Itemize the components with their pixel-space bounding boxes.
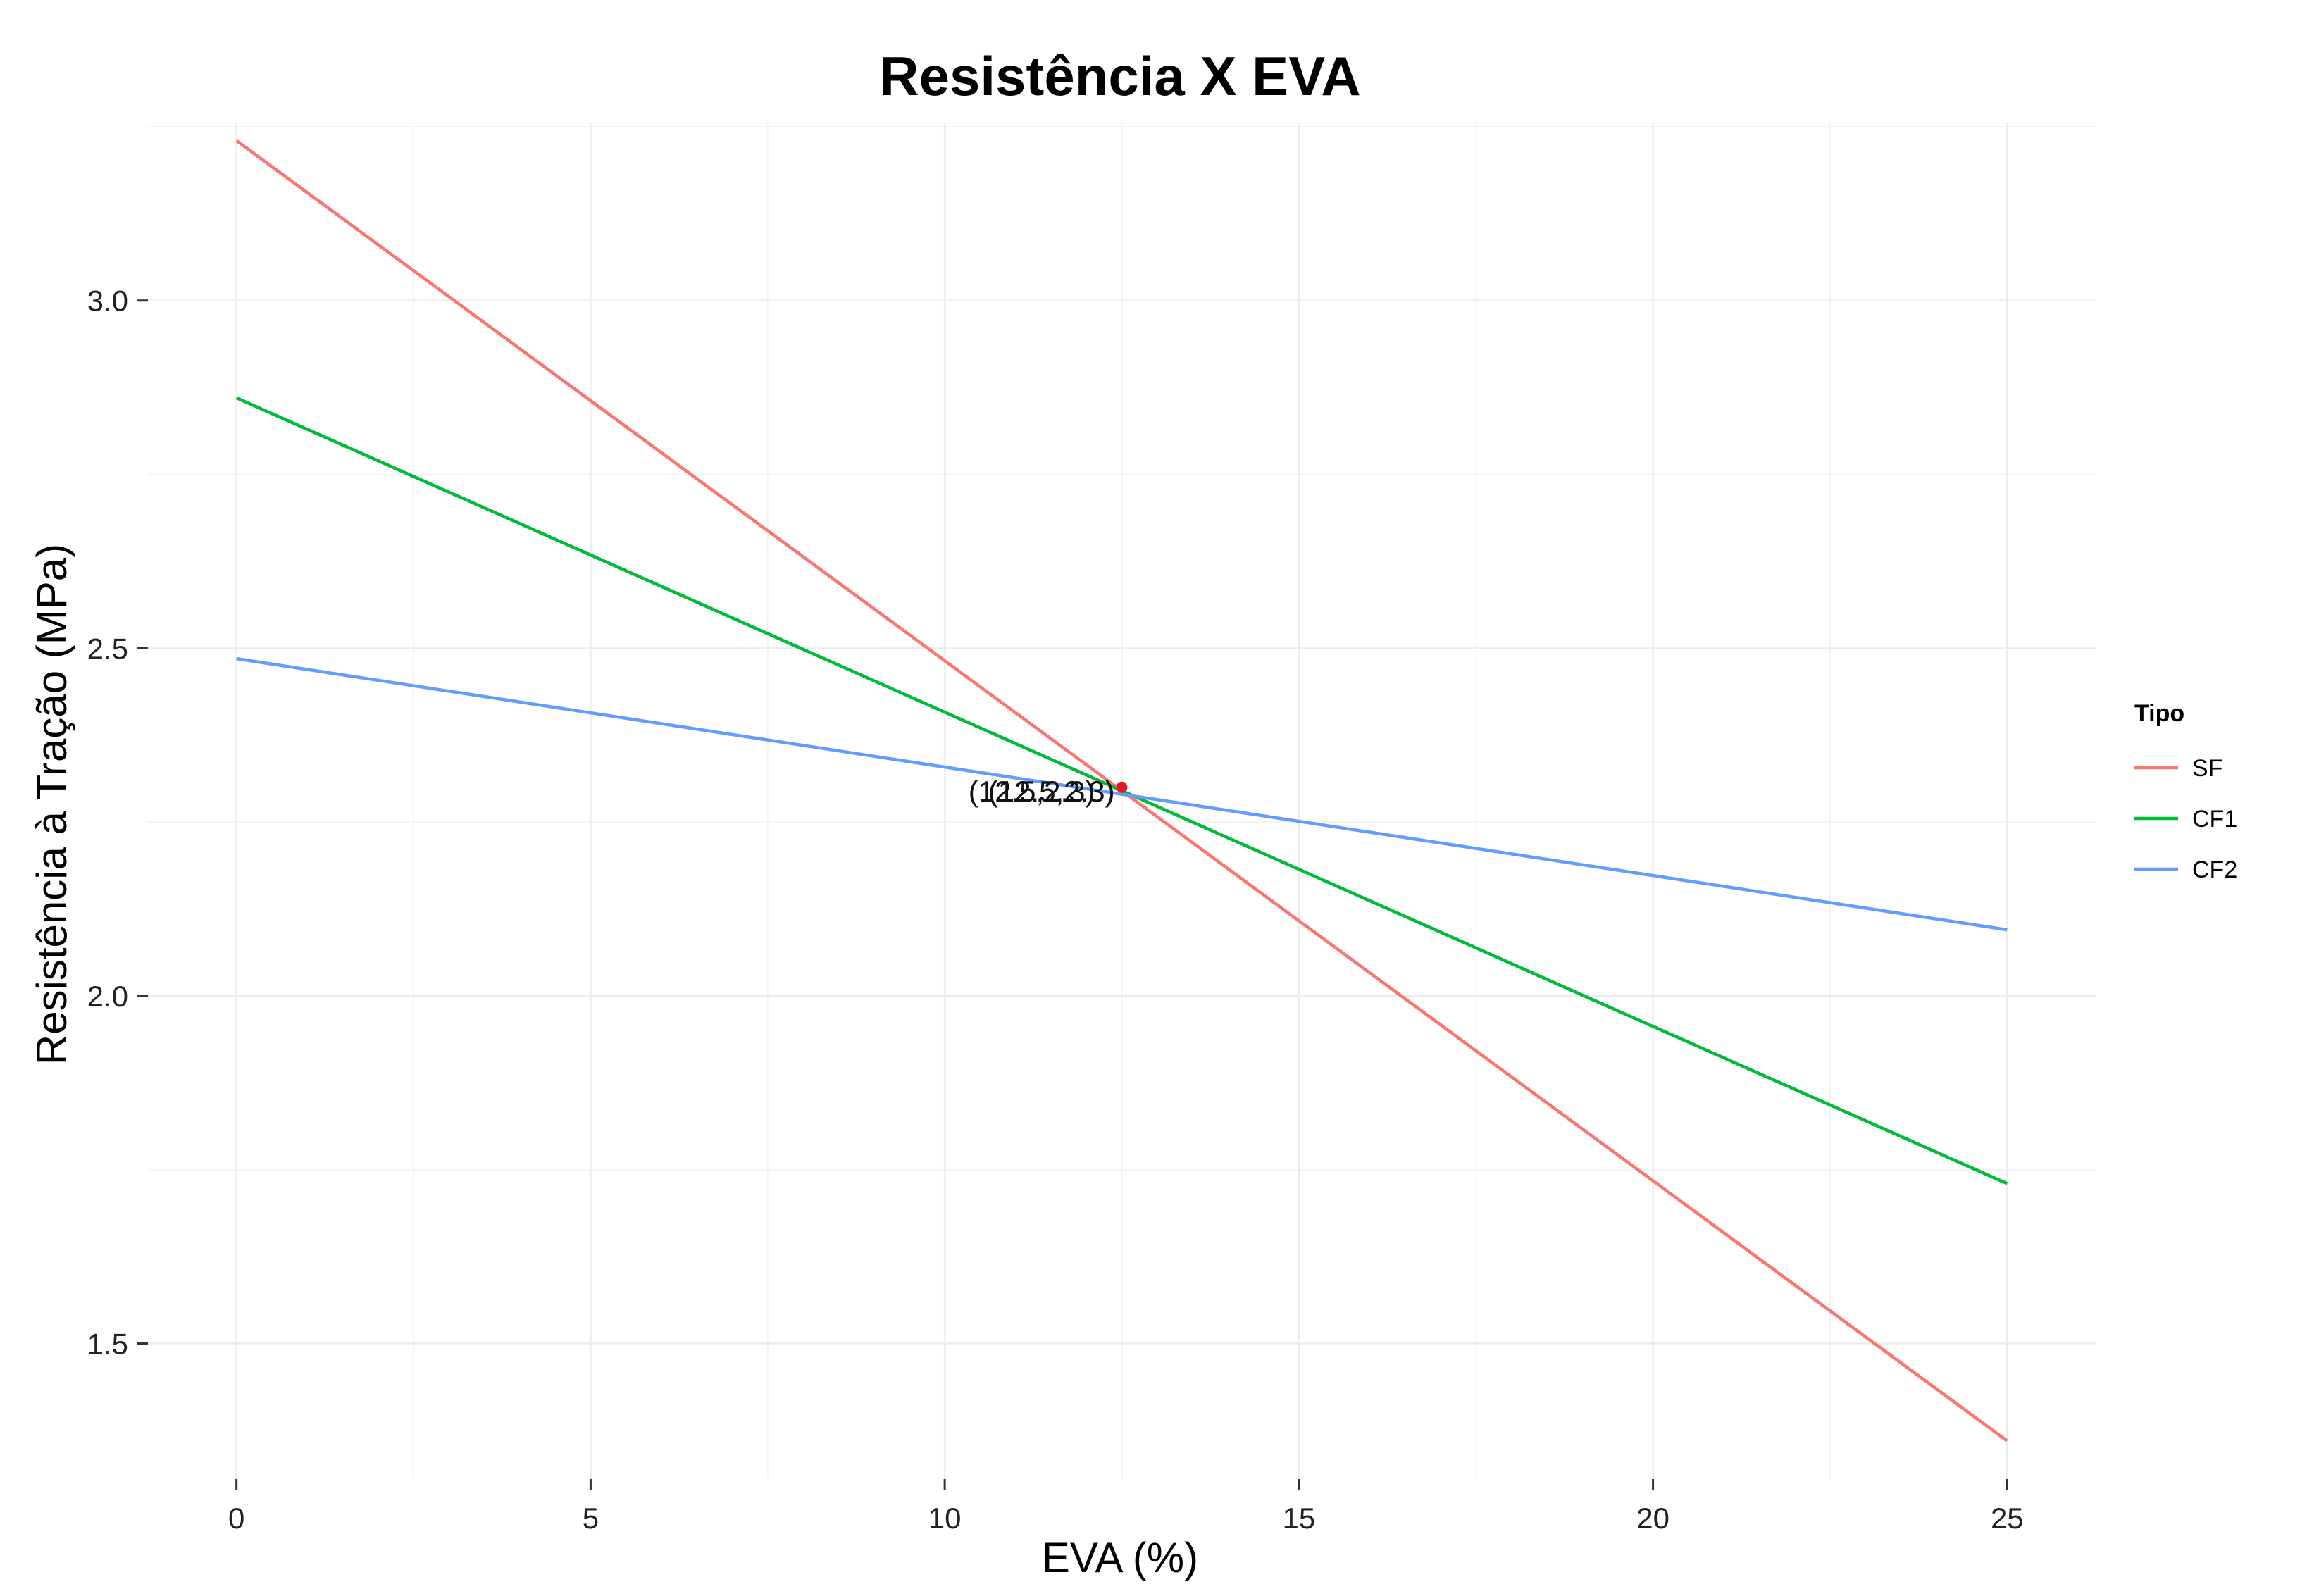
legend-label-sf: SF [2192,755,2222,782]
legend-title: Tipo [2134,700,2184,727]
legend-label-cf1: CF1 [2192,806,2237,833]
x-tick-label: 0 [228,1502,244,1535]
y-tick-label: 3.0 [87,285,128,318]
annotation-point [1116,781,1128,793]
legend-label-cf2: CF2 [2192,856,2237,883]
y-axis-title: Resistência à Tração (MPa) [28,544,75,1065]
x-tick-label: 25 [1991,1502,2024,1535]
y-tick-label: 2.0 [87,980,128,1013]
annotation-label: (12.5,2.3) [969,775,1095,808]
x-axis-title: EVA (%) [1042,1534,1198,1581]
x-tick-label: 15 [1283,1502,1316,1535]
legend: Tipo SF CF1 CF2 [2134,700,2237,883]
y-tick-label: 2.5 [87,632,128,665]
chart-title: Resistência X EVA [879,45,1361,107]
annotations: (12.5,2.3)(12.5,2.3)(12.5,2.3) [969,775,1128,808]
y-tick-label: 1.5 [87,1328,128,1361]
x-tick-label: 10 [928,1502,962,1535]
x-tick-label: 5 [583,1502,599,1535]
annotation-label: (12.5,2.3) [988,775,1115,808]
axes: 0 5 10 15 20 25 1.5 2.0 2.5 3.0 [87,285,2024,1535]
x-tick-label: 20 [1636,1502,1669,1535]
series-line-cf2 [236,656,2008,932]
annotation-label: (12.5,2.3) [988,775,1115,808]
grid [148,123,2096,1479]
